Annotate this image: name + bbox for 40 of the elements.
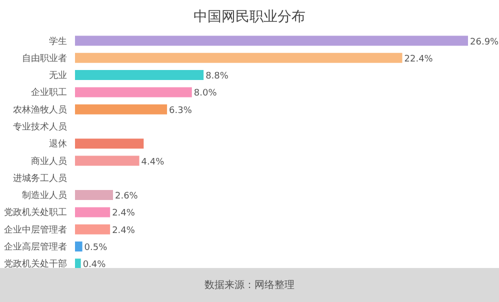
y-tick-label: 学生 — [49, 36, 67, 47]
data-label: 2.4% — [112, 226, 136, 236]
y-tick-label: 党政机关处干部 — [4, 258, 67, 270]
bar — [75, 241, 82, 252]
source-note: 数据来源：网络整理 — [204, 278, 294, 292]
y-tick-label: 党政机关处职工 — [4, 207, 67, 218]
data-label: 8.8% — [206, 72, 229, 82]
y-tick-label: 企业职工 — [31, 87, 67, 98]
data-label: 0.5% — [84, 242, 108, 253]
bar — [75, 224, 110, 234]
bar — [75, 52, 402, 63]
chart-title: 中国网民职业分布 — [192, 8, 306, 27]
bar — [75, 70, 204, 80]
bar — [75, 104, 168, 114]
y-tick-label: 制造业人员 — [22, 190, 67, 202]
bar — [75, 138, 144, 149]
footer-panel: 数据来源：网络整理 — [0, 268, 499, 302]
data-label: 2.4% — [112, 208, 136, 219]
data-label: 6.3% — [169, 106, 192, 116]
y-tick-label: 商业人员 — [31, 156, 67, 167]
y-tick-label: 专业技术人员 — [13, 121, 67, 132]
y-tick-label: 农林渔牧人员 — [13, 104, 67, 116]
y-tick-label: 企业中层管理者 — [4, 224, 67, 236]
bar — [75, 36, 468, 46]
bar — [75, 190, 113, 200]
data-label: 4.4% — [141, 157, 165, 168]
y-tick-label: 退休 — [49, 138, 67, 150]
y-tick-label: 企业高层管理者 — [4, 241, 67, 252]
data-label: 22.4% — [404, 54, 434, 64]
bar — [75, 207, 110, 218]
bar — [75, 156, 140, 166]
data-label: 0.4% — [82, 260, 106, 270]
y-tick-label: 无业 — [49, 70, 67, 82]
bar — [75, 87, 192, 98]
y-tick-label: 进城务工人员 — [13, 172, 67, 184]
data-label: 8.0% — [194, 88, 218, 99]
data-label: 26.9% — [470, 37, 499, 48]
y-tick-label: 自由职业者 — [22, 52, 67, 64]
data-label: 2.6% — [114, 192, 138, 202]
bar — [75, 258, 81, 269]
